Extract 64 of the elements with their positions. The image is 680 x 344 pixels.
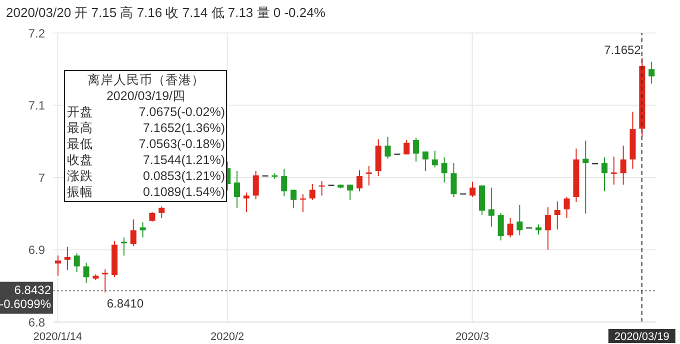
candlestick — [564, 196, 570, 218]
candlestick — [554, 200, 560, 230]
x-tick-label: 2020/1/14 — [33, 331, 82, 343]
candlestick — [470, 181, 476, 198]
candlestick — [582, 140, 589, 214]
y-tick-label: 7 — [38, 170, 46, 185]
annotation: 0.1089(1.54%) — [142, 184, 225, 200]
candlestick — [102, 268, 108, 293]
x-tick-label: 2020/03/19 — [614, 331, 670, 343]
candlestick — [243, 192, 250, 213]
annotation: 6.8410 — [106, 296, 144, 310]
x-tick-label: 2020/3 — [455, 331, 490, 343]
candlestick — [234, 170, 240, 208]
candlestick — [149, 212, 156, 222]
annotation: 0.0853(1.21%) — [142, 168, 225, 184]
annotation: 最高 — [67, 120, 93, 136]
annotation: 7.0675(-0.02%) — [138, 104, 225, 120]
candlestick — [498, 212, 504, 241]
candlestick — [441, 156, 448, 184]
candlestick — [158, 206, 165, 218]
candlestick — [516, 204, 523, 236]
candlestick — [64, 246, 70, 270]
ref-line-label: 6.8432 -0.6099% — [0, 282, 52, 311]
annotation: 7.0563(-0.18%) — [138, 136, 225, 152]
annotation: 收盘 — [67, 152, 93, 168]
chart-title: 2020/03/20 开 7.15 高 7.16 收 7.14 低 7.13 量 0 -0.24% — [6, 4, 326, 22]
candlestick — [450, 162, 457, 198]
candlestick — [620, 145, 626, 186]
candlestick — [507, 217, 514, 238]
annotation: 离岸人民币（香港） — [86, 72, 206, 88]
candlestick — [290, 189, 297, 208]
candlestick — [130, 218, 136, 247]
annotation: 振幅 — [67, 184, 93, 200]
candlestick — [544, 206, 551, 250]
candlestick — [610, 156, 617, 186]
candlestick — [422, 150, 428, 172]
candlestick — [488, 187, 494, 228]
candlestick — [83, 262, 90, 284]
candlestick — [281, 168, 288, 197]
candlestick — [384, 136, 391, 160]
x-tick-label: 2020/2 — [210, 331, 244, 343]
y-tick-label: 6.9 — [28, 243, 46, 258]
y-tick-label: 7.1 — [28, 98, 46, 113]
y-tick-label: 7.2 — [28, 26, 46, 40]
candlestick — [413, 137, 420, 162]
candlestick — [252, 170, 259, 200]
annotation: 涨跌 — [67, 168, 93, 184]
candlestick — [366, 165, 372, 186]
candlestick — [55, 255, 61, 276]
annotation: 7.1544(1.21%) — [142, 152, 225, 168]
candlestick — [432, 150, 438, 168]
candlestick — [601, 156, 608, 192]
annotation: 开盘 — [67, 104, 93, 120]
candlestick — [648, 61, 655, 84]
candlestick — [356, 170, 362, 192]
candlestick — [404, 139, 410, 155]
annotation: 2020/03/19/四 — [105, 88, 187, 104]
candlestick — [74, 252, 80, 273]
annotation: 最低 — [67, 136, 93, 152]
annotation: 7.1652(1.36%) — [142, 120, 225, 136]
annotation: 7.1652 — [604, 43, 642, 58]
candlestick — [309, 184, 316, 200]
y-tick-label: 6.8 — [28, 315, 46, 330]
candlestick — [347, 184, 354, 200]
